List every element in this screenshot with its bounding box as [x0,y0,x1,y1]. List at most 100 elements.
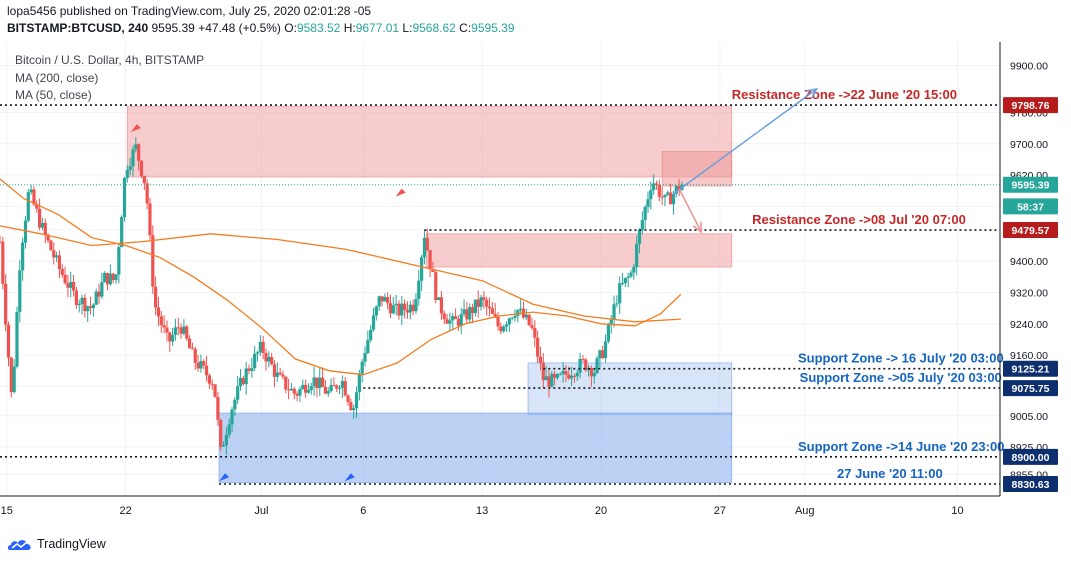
price-chart[interactable]: Resistance Zone ->22 June '20 15:00 Resis… [0,0,1071,530]
candle-body [196,362,200,369]
candle-body [374,306,378,316]
candle-body [615,303,619,305]
candle-body [272,364,277,377]
y-tick-label: 9240.00 [1010,319,1048,331]
candle-body [320,377,325,387]
candle-body [309,386,313,391]
candle-body [49,240,53,251]
close-value: 9595.39 [471,21,515,35]
candle-body [63,274,67,284]
candle-body [476,299,480,307]
last-price: 9595.39 [151,21,195,35]
tradingview-logo[interactable]: TradingView [7,537,106,551]
candle-body [643,207,647,221]
candle-body [581,358,585,360]
candle-body [366,340,370,354]
candle-body [377,296,381,307]
candle-body [569,375,574,379]
candle-body [304,384,308,393]
candle-body [298,388,302,396]
bar-countdown-label: 58:37 [1017,201,1044,213]
level-price-label-box [1003,448,1058,465]
candle-body [380,296,384,302]
price-change: +47.48 (+0.5%) [198,21,281,35]
candle-body [253,353,257,369]
candle-body [397,303,401,316]
candle-body [202,361,206,366]
candle-body [247,368,251,371]
chart-title: Bitcoin / U.S. Dollar, 4h, BITSTAMP [15,53,205,67]
candle-body [598,350,602,359]
candle-body [553,373,557,378]
candle-body [4,283,8,325]
candle-body [473,299,477,314]
candle-body [411,304,415,312]
candle-body [558,373,562,375]
candle-body [15,311,19,367]
candle-body [674,186,678,194]
legend-ma200: MA (200, close) [15,71,99,85]
candle-body [589,368,593,377]
candle-body [207,375,211,384]
tradingview-cloud-icon [7,540,31,550]
candle-body [250,368,254,371]
candle-body [111,273,115,280]
x-tick-label: Aug [795,505,815,517]
candle-body [289,388,294,391]
x-tick-label: Jul [254,505,268,517]
candle-body [137,144,141,161]
candle-body [18,270,22,312]
candle-body [507,318,511,325]
trend-arrow-head [806,87,819,99]
candle-body [459,314,463,326]
candle-body [445,319,449,324]
candle-body [572,375,577,377]
candle-body [145,183,149,204]
candle-body [216,396,220,420]
candle-body [578,358,582,373]
candle-body [233,399,237,410]
candle-body [677,186,681,191]
candle-body [603,341,608,358]
candle-body [125,170,129,178]
y-tick-label: 9320.00 [1010,287,1048,299]
candle-body [479,297,483,307]
pattern-marker-icon [395,188,406,197]
candle-body [83,297,87,312]
candle-body [306,390,311,393]
candle-body [176,327,180,329]
candle-body [504,324,509,327]
y-tick-label: 9900.00 [1010,60,1048,72]
candle-body [199,361,203,369]
candle-body [131,149,135,167]
candle-body [238,377,243,387]
candle-body [349,402,353,410]
candle-body [267,357,271,362]
candle-body [635,243,639,268]
candle-body [54,255,59,258]
candle-body [108,273,112,285]
candle-body [46,234,50,241]
candle-body [281,374,285,377]
level-price-label: 8900.00 [1012,452,1050,464]
low-value: 9568.62 [412,21,456,35]
level-price-label-box [1003,360,1058,377]
candle-body [669,192,673,205]
candle-body [352,408,356,410]
candle-body [490,308,494,314]
candle-body [536,337,540,357]
candle-body [261,341,265,353]
candle-body [173,327,178,336]
level-price-label-box [1003,476,1058,493]
legend-ma50: MA (50, close) [15,88,92,102]
candle-body [23,220,28,243]
candle-body [646,199,650,208]
candle-body [487,306,492,309]
candle-body [640,220,644,230]
candle-body [185,326,189,339]
bar-countdown-label-box [1003,198,1058,215]
candle-body [318,377,322,388]
pattern-marker-icon [219,473,230,482]
trend-arrow [678,188,702,233]
candle-body [114,274,118,280]
